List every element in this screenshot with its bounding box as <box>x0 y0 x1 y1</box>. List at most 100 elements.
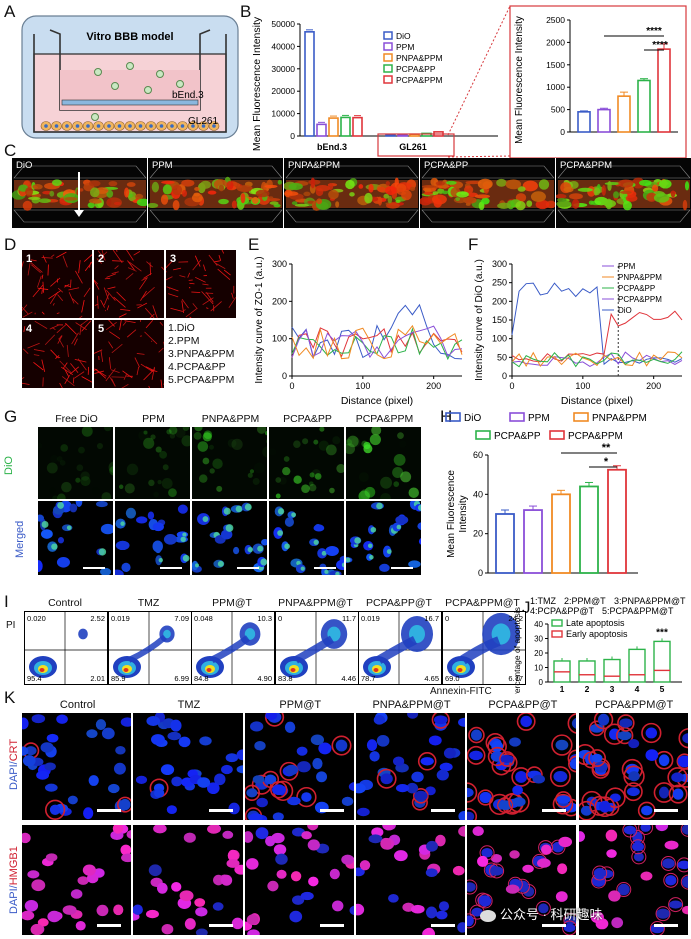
k-crt-ring <box>117 796 132 813</box>
b-ytick-label: 30000 <box>271 64 295 74</box>
k-nucleus <box>108 783 120 794</box>
h-legend-swatch <box>549 430 565 440</box>
g-uptake-spot <box>98 548 107 556</box>
zo1-fiber <box>33 354 40 356</box>
signal-blob <box>446 180 457 185</box>
k-hmgb1-nucleus <box>75 921 86 931</box>
g-dio-spot <box>358 490 370 499</box>
k-nucleus <box>49 804 61 815</box>
j-xtick-label: 3 <box>610 684 615 694</box>
g-uptake-spot <box>277 530 284 536</box>
k-nucleus <box>597 713 609 726</box>
zo1-fiber <box>31 264 41 274</box>
zo1-fiber <box>36 275 42 288</box>
zo1-fiber <box>106 290 116 301</box>
zo1-fiber <box>107 286 116 290</box>
k-nucleus <box>471 729 483 741</box>
k-nucleus <box>520 715 533 728</box>
chart-b-mfi: Mean Fluorescence Intensity 0 10000 20000 3… <box>251 16 498 157</box>
b-ytick-label: 50000 <box>271 19 295 29</box>
k-crt-ring <box>568 755 577 773</box>
g-merged-svg <box>115 504 190 575</box>
k-hmgb1-ring <box>680 874 688 890</box>
k-hmgb1-nucleus <box>307 839 320 851</box>
k-crt-svg <box>355 713 466 820</box>
zo1-fiber <box>22 377 25 380</box>
k-nucleus <box>609 793 621 802</box>
b-ytick-label: 20000 <box>271 86 295 96</box>
k-hmgb1-nucleus <box>425 840 438 852</box>
zo1-fiber <box>77 358 87 371</box>
k-hmgb1-nucleus <box>607 890 621 902</box>
g-nucleus <box>121 562 131 573</box>
g-dio-spot <box>174 427 186 438</box>
k-hmgb1-nucleus <box>664 875 676 886</box>
g-dio-spot <box>275 477 282 483</box>
k-hmgb1-nucleus <box>355 903 365 916</box>
zo1-fiber <box>109 331 121 340</box>
g-column-title: PCPA&PP <box>283 413 332 425</box>
k-nucleus <box>572 717 577 729</box>
k-hmgb1-nucleus <box>522 864 535 873</box>
panel-letter-c: C <box>4 141 17 160</box>
signal-blob <box>108 180 118 187</box>
signal-blob <box>571 199 580 209</box>
k-hmgb1-nucleus <box>393 850 408 862</box>
g-dio-spot <box>126 463 139 476</box>
k-crt-image <box>244 713 354 820</box>
signal-blob <box>625 195 638 202</box>
k-hmgb1-nucleus <box>477 855 489 867</box>
k-hmgb1-nucleus <box>340 854 354 865</box>
k-hmgb1-nucleus <box>458 825 466 837</box>
k-nucleus <box>658 754 669 767</box>
k-hmgb1-nucleus <box>558 836 573 848</box>
f-xtick-label: 200 <box>646 381 661 391</box>
j-ytick-label: 40 <box>534 620 543 629</box>
k-nucleus <box>296 746 308 756</box>
k-hmgb1-svg <box>244 825 354 935</box>
k-hmgb1-nucleus <box>184 832 197 843</box>
zo1-fiber <box>113 296 126 308</box>
signal-blob <box>160 194 169 205</box>
k-nucleus <box>532 774 546 784</box>
zo1-fiber <box>50 277 61 287</box>
signal-blob <box>401 189 412 201</box>
k-hmgb1-nucleus <box>639 825 651 832</box>
e-ytick-label: 0 <box>282 371 287 381</box>
k-hmgb1-nucleus <box>640 871 652 881</box>
k-hmgb1-nucleus <box>631 842 644 852</box>
g-nucleus <box>147 511 155 520</box>
cell-nucleus <box>65 124 69 128</box>
k-hmgb1-ring <box>621 825 637 838</box>
g-dio-spot <box>192 469 198 477</box>
signal-blob <box>386 202 400 209</box>
bend3-label: bEnd.3 <box>172 90 204 101</box>
zo1-fiber <box>191 291 201 293</box>
k-crt-ring <box>269 781 288 799</box>
i-apoptotic-cluster <box>78 628 88 640</box>
zo1-fiber <box>83 254 92 262</box>
k-hmgb1-nucleus <box>593 867 606 879</box>
cell-nucleus <box>170 124 174 128</box>
g-uptake-spot <box>324 569 329 574</box>
k-nucleus <box>406 782 418 794</box>
g-dio-spot <box>197 441 209 452</box>
k-nucleus <box>115 745 126 755</box>
k-hmgb1-ring <box>615 882 631 898</box>
i-plot-title: PPM@T <box>212 597 252 609</box>
k-nucleus <box>411 771 424 783</box>
b2-ytick-label: 500 <box>551 105 565 115</box>
g-dio-spot <box>308 481 314 486</box>
k-nucleus <box>271 784 286 796</box>
g-dio-image <box>269 427 344 499</box>
k-hmgb1-nucleus <box>113 904 124 916</box>
k-nucleus <box>356 807 370 817</box>
zo1-fiber <box>56 312 60 314</box>
g-dio-spot <box>49 487 57 495</box>
zo1-fiber <box>136 353 145 355</box>
zo1-fiber <box>95 369 107 379</box>
zo1-fiber <box>121 384 129 388</box>
k-crt-ring <box>593 796 615 818</box>
gl261-highlight-box <box>377 133 455 157</box>
k-crt-ring <box>654 750 673 770</box>
